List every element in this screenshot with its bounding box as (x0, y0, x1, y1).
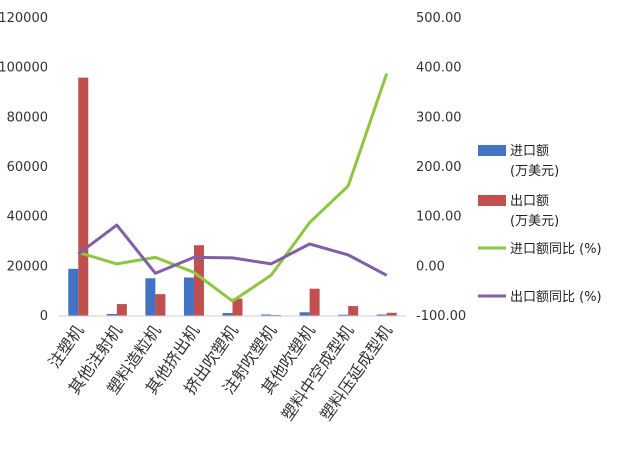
y-axis-left: 0 20000 40000 60000 80000 100000 120000 (0, 11, 48, 324)
bar-export (348, 306, 359, 316)
legend: 进口额 (万美元) 出口额 (万美元) 进口额同比 (%) 出口额同比 (%) (478, 144, 602, 305)
y-right-tick-label: 100.00 (416, 210, 462, 225)
bar-import (145, 278, 156, 316)
bar-import (376, 314, 387, 316)
bar-import (261, 314, 272, 316)
bar-import (222, 313, 233, 316)
bar-import (106, 314, 117, 316)
bar-import (68, 268, 79, 316)
legend-label-export: 出口额 (510, 194, 549, 209)
legend-label-import: 进口额 (510, 144, 549, 159)
bar-import (183, 277, 194, 316)
bar-import (299, 312, 310, 316)
y-left-tick-label: 40000 (7, 210, 48, 225)
legend-label-export-yoy: 出口额同比 (%) (510, 290, 602, 305)
line-import-yoy (77, 73, 389, 303)
y-left-tick-label: 60000 (7, 160, 48, 175)
y-left-tick-label: 80000 (7, 110, 48, 125)
bar-export (232, 298, 243, 316)
bar-export (116, 304, 127, 316)
y-right-tick-label: 200.00 (416, 160, 462, 175)
legend-swatch-import (478, 145, 506, 156)
y-axis-right: -100.00 0.00 100.00 200.00 300.00 400.00 500.0… (416, 11, 466, 324)
legend-label-export-unit: (万美元) (510, 214, 559, 229)
y-right-tick-label: 300.00 (416, 110, 462, 125)
legend-swatch-export (478, 195, 506, 206)
y-right-tick-label: -100.00 (416, 309, 466, 324)
y-right-tick-label: 400.00 (416, 61, 462, 76)
x-axis: 注塑机其他注射机塑料造粒机其他挤出机挤出吹塑机注射吹塑机其他吹塑机塑料中空成型机… (44, 315, 406, 424)
y-right-tick-label: 0.00 (416, 259, 445, 274)
y-left-tick-label: 0 (40, 309, 48, 324)
y-right-tick-label: 500.00 (416, 11, 462, 26)
y-left-tick-label: 120000 (0, 11, 48, 26)
bar-import (338, 314, 349, 316)
legend-label-import-yoy: 进口额同比 (%) (510, 242, 602, 257)
y-left-tick-label: 20000 (7, 259, 48, 274)
bar-export (309, 288, 320, 316)
bar-export (155, 294, 166, 316)
bar-export (78, 77, 89, 316)
bars (68, 77, 397, 316)
lines (77, 73, 389, 303)
y-left-tick-label: 100000 (0, 61, 48, 76)
legend-label-import-unit: (万美元) (510, 164, 559, 179)
bar-export (386, 312, 397, 316)
bar-export (193, 245, 204, 316)
line-export-yoy (77, 223, 388, 277)
